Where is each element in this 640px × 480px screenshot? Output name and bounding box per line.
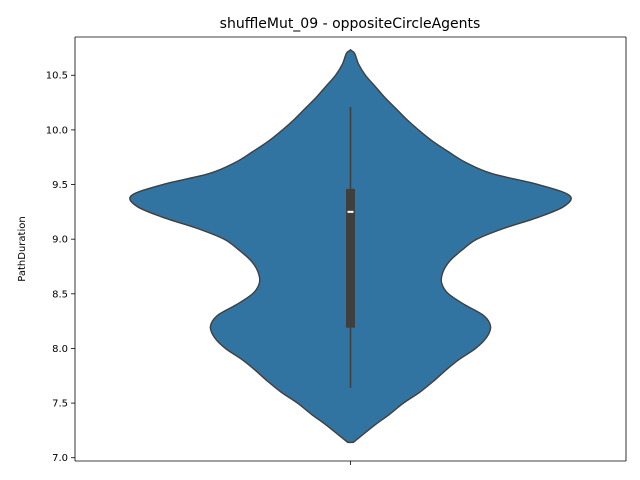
y-tick-label: 7.5 bbox=[52, 399, 68, 410]
y-tick-label: 8.5 bbox=[52, 289, 68, 300]
y-tick-label: 9.0 bbox=[52, 235, 68, 246]
y-tick-label: 9.5 bbox=[52, 180, 68, 191]
iqr-box bbox=[346, 188, 355, 328]
y-tick-label: 10.0 bbox=[46, 125, 68, 136]
chart-title: shuffleMut_09 - oppositeCircleAgents bbox=[220, 16, 481, 32]
y-axis-label: PathDuration bbox=[17, 216, 28, 281]
y-tick-label: 7.0 bbox=[52, 453, 68, 464]
y-tick-label: 8.0 bbox=[52, 344, 68, 355]
y-tick-label: 10.5 bbox=[46, 71, 68, 82]
plot-area: 7.0 7.5 8.0 8.5 9.0 9.5 10.0 10.5 bbox=[46, 36, 627, 465]
